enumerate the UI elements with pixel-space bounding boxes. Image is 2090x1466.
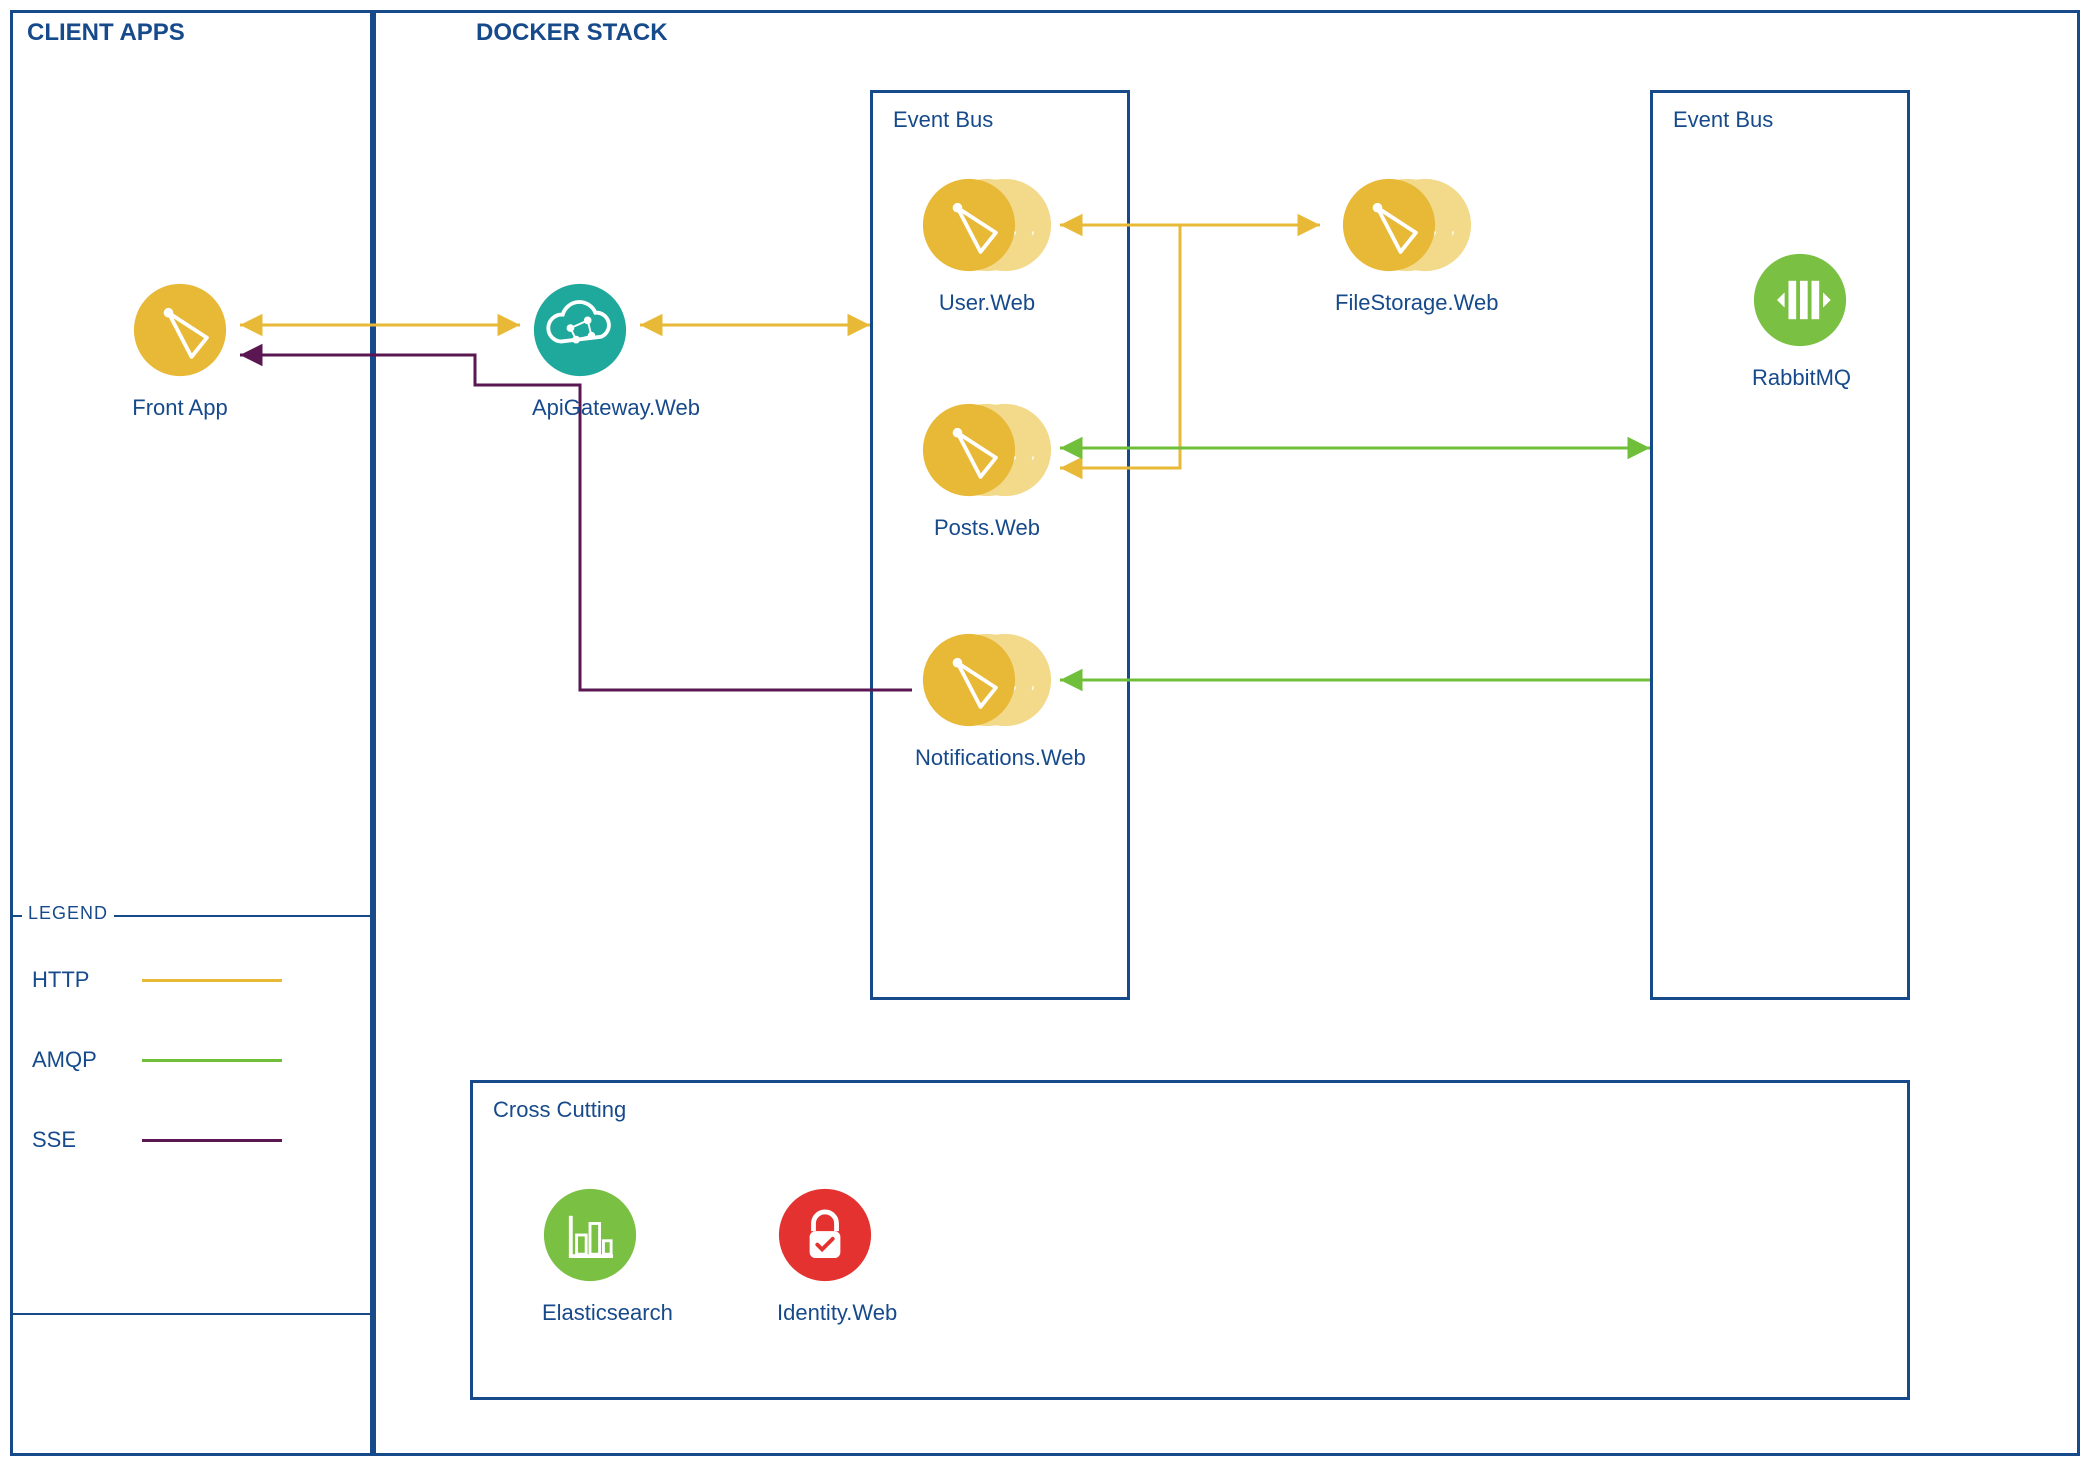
node-posts-web: Posts.Web — [915, 402, 1059, 541]
node-user-web: User.Web — [915, 177, 1059, 316]
node-api-gateway: ApiGateway.Web — [532, 282, 628, 421]
rabbitmq-label: RabbitMQ — [1752, 365, 1848, 391]
elastic-label: Elasticsearch — [542, 1300, 638, 1326]
node-filestorage-web: FileStorage.Web — [1335, 177, 1479, 316]
node-identity-web: Identity.Web — [777, 1187, 873, 1326]
filestorage-icon — [1335, 177, 1479, 278]
legend: LEGEND HTTP AMQP SSE — [10, 915, 373, 1315]
region-client-apps-title: CLIENT APPS — [27, 19, 185, 47]
group-event-bus-left-label: Event Bus — [893, 107, 993, 133]
legend-label-sse: SSE — [32, 1127, 112, 1153]
node-rabbitmq: RabbitMQ — [1752, 252, 1848, 391]
rabbitmq-icon — [1752, 252, 1848, 353]
user_web-label: User.Web — [915, 290, 1059, 316]
legend-row-amqp: AMQP — [32, 1047, 282, 1073]
node-elasticsearch: Elasticsearch — [542, 1187, 638, 1326]
legend-line-http — [142, 979, 282, 982]
legend-row-http: HTTP — [32, 967, 282, 993]
legend-line-sse — [142, 1139, 282, 1142]
legend-line-amqp — [142, 1059, 282, 1062]
front_app-label: Front App — [132, 395, 228, 421]
group-event-bus-right: Event Bus — [1650, 90, 1910, 1000]
api_gateway-icon — [532, 282, 628, 383]
legend-row-sse: SSE — [32, 1127, 282, 1153]
legend-label-http: HTTP — [32, 967, 112, 993]
notif_web-label: Notifications.Web — [915, 745, 1059, 771]
api_gateway-label: ApiGateway.Web — [532, 395, 628, 421]
legend-title: LEGEND — [22, 903, 114, 924]
group-cross-cutting-label: Cross Cutting — [493, 1097, 626, 1123]
group-event-bus-right-label: Event Bus — [1673, 107, 1773, 133]
node-notifications-web: Notifications.Web — [915, 632, 1059, 771]
identity-label: Identity.Web — [777, 1300, 873, 1326]
node-front-app: Front App — [132, 282, 228, 421]
elastic-icon — [542, 1187, 638, 1288]
filestorage-label: FileStorage.Web — [1335, 290, 1479, 316]
front_app-icon — [132, 282, 228, 383]
posts_web-icon — [915, 402, 1059, 503]
legend-label-amqp: AMQP — [32, 1047, 112, 1073]
notif_web-icon — [915, 632, 1059, 733]
posts_web-label: Posts.Web — [915, 515, 1059, 541]
identity-icon — [777, 1187, 873, 1288]
user_web-icon — [915, 177, 1059, 278]
region-docker-stack-title: DOCKER STACK — [476, 19, 668, 47]
group-cross-cutting: Cross Cutting — [470, 1080, 1910, 1400]
